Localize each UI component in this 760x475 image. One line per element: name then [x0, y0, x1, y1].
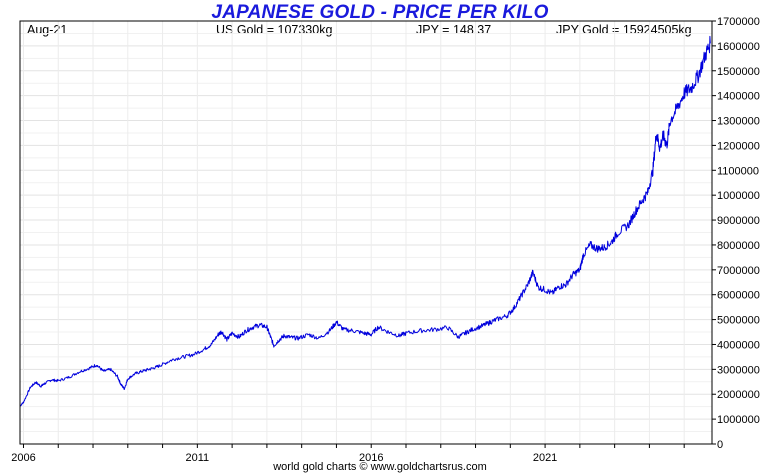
- y-tick-label: 8000000: [717, 240, 760, 252]
- y-tick-label: 5000000: [717, 315, 760, 327]
- x-tick-label: 2006: [11, 452, 35, 464]
- series-line-0: [19, 35, 711, 407]
- y-tick-label: 4000000: [717, 339, 760, 351]
- x-tick-label: 2011: [186, 452, 210, 464]
- y-tick-label: 0: [717, 439, 723, 451]
- y-tick-label: 1100000: [717, 165, 759, 177]
- y-tick-label: 6000000: [717, 290, 760, 302]
- y-tick-label: 1400000: [717, 91, 760, 103]
- series-layer: [19, 35, 711, 407]
- y-tick-label: 1000000: [717, 190, 760, 202]
- y-tick-label: 3000000: [717, 364, 760, 376]
- axis-ticks: 0 1000000 2000000 3000000 4000000 5000000 6000…: [11, 16, 760, 464]
- y-tick-label: 9000000: [717, 215, 760, 227]
- y-tick-label: 1200000: [717, 140, 760, 152]
- grid: [20, 21, 712, 444]
- y-tick-label: 1000000: [717, 414, 760, 426]
- y-tick-label: 1500000: [717, 66, 760, 78]
- chart-title: JAPANESE GOLD - PRICE PER KILO: [211, 2, 549, 23]
- y-tick-label: 1700000: [717, 16, 760, 28]
- y-tick-label: 1300000: [717, 116, 760, 128]
- y-tick-label: 7000000: [717, 265, 760, 277]
- y-tick-label: 2000000: [717, 389, 760, 401]
- x-tick-label: 2016: [359, 452, 383, 464]
- plot-frame: [19, 20, 713, 445]
- y-tick-label: 1600000: [717, 41, 760, 53]
- chart-credit: world gold charts © www.goldchartsrus.co…: [273, 461, 487, 473]
- x-tick-label: 2021: [533, 452, 557, 464]
